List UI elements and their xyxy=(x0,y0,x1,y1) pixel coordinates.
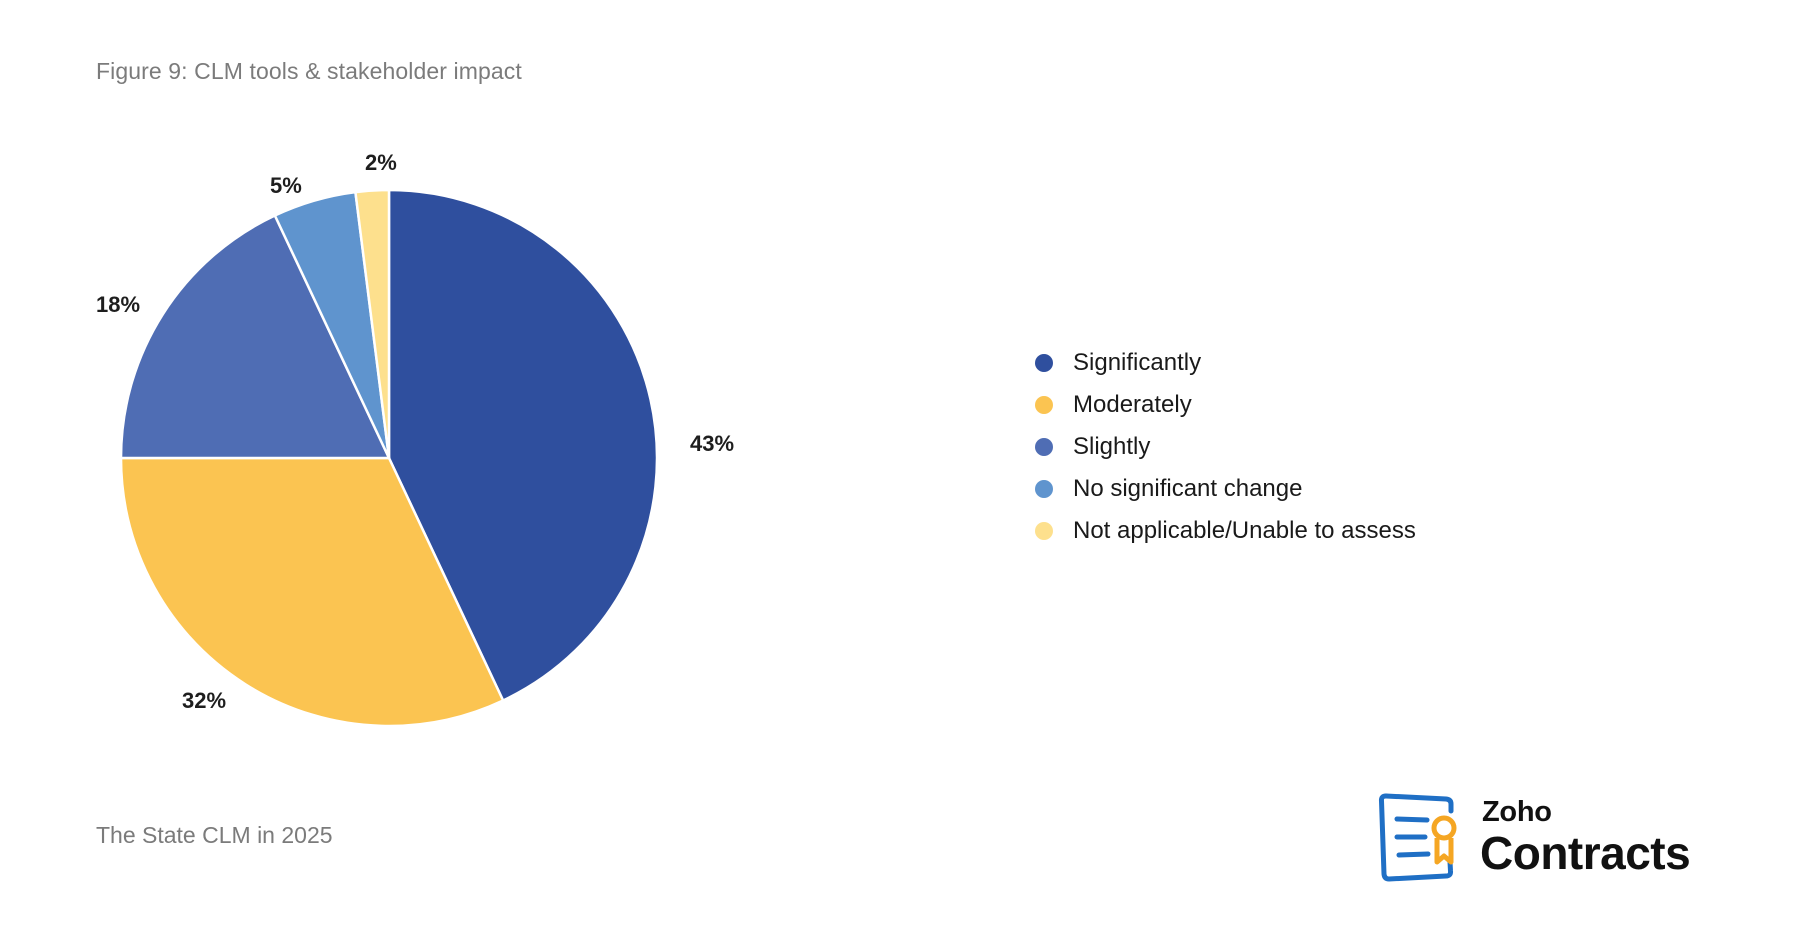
legend-label: Significantly xyxy=(1073,349,1202,376)
footer-source-text: The State CLM in 2025 xyxy=(96,822,333,848)
legend-item-not-applicable: Not applicable/Unable to assess xyxy=(1035,510,1416,552)
pie-label-not-applicable: 2% xyxy=(365,150,397,175)
figure-title: Figure 9: CLM tools & stakeholder impact xyxy=(96,58,522,84)
logo-brand-zoho: Zoho xyxy=(1482,796,1552,828)
legend-item-moderately: Moderately xyxy=(1035,384,1416,426)
zoho-contracts-logo: Zoho Contracts xyxy=(1378,790,1718,885)
legend-dot-icon xyxy=(1035,354,1053,372)
pie-slice-moderately xyxy=(119,456,505,728)
legend-item-slightly: Slightly xyxy=(1035,426,1416,468)
chart-legend: Significantly Moderately Slightly No sig… xyxy=(1035,342,1416,552)
pie-label-no-significant-change: 5% xyxy=(270,173,302,198)
pie-label-slightly: 18% xyxy=(96,292,141,317)
legend-dot-icon xyxy=(1035,438,1053,456)
legend-label: Not applicable/Unable to assess xyxy=(1073,517,1416,544)
pie-slice-significantly xyxy=(387,188,659,702)
pie-label-moderately: 32% xyxy=(182,688,227,713)
pie-slice-not-applicable-unable-to-assess xyxy=(354,188,391,460)
legend-dot-icon xyxy=(1035,480,1053,498)
legend-dot-icon xyxy=(1035,396,1053,414)
legend-item-no-significant-change: No significant change xyxy=(1035,468,1416,510)
pie-chart-svg xyxy=(119,188,659,728)
pie-label-significantly: 43% xyxy=(690,431,735,456)
pie-chart: 43% 32% 18% 5% 2% xyxy=(0,0,800,800)
pie-slice-slightly xyxy=(119,214,391,460)
legend-item-significantly: Significantly xyxy=(1035,342,1416,384)
legend-label: Moderately xyxy=(1073,391,1192,418)
legend-label: No significant change xyxy=(1073,475,1303,502)
contract-document-badge-icon xyxy=(1378,793,1457,882)
legend-dot-icon xyxy=(1035,522,1053,540)
logo-brand-contracts: Contracts xyxy=(1480,827,1691,879)
legend-label: Slightly xyxy=(1073,433,1151,460)
